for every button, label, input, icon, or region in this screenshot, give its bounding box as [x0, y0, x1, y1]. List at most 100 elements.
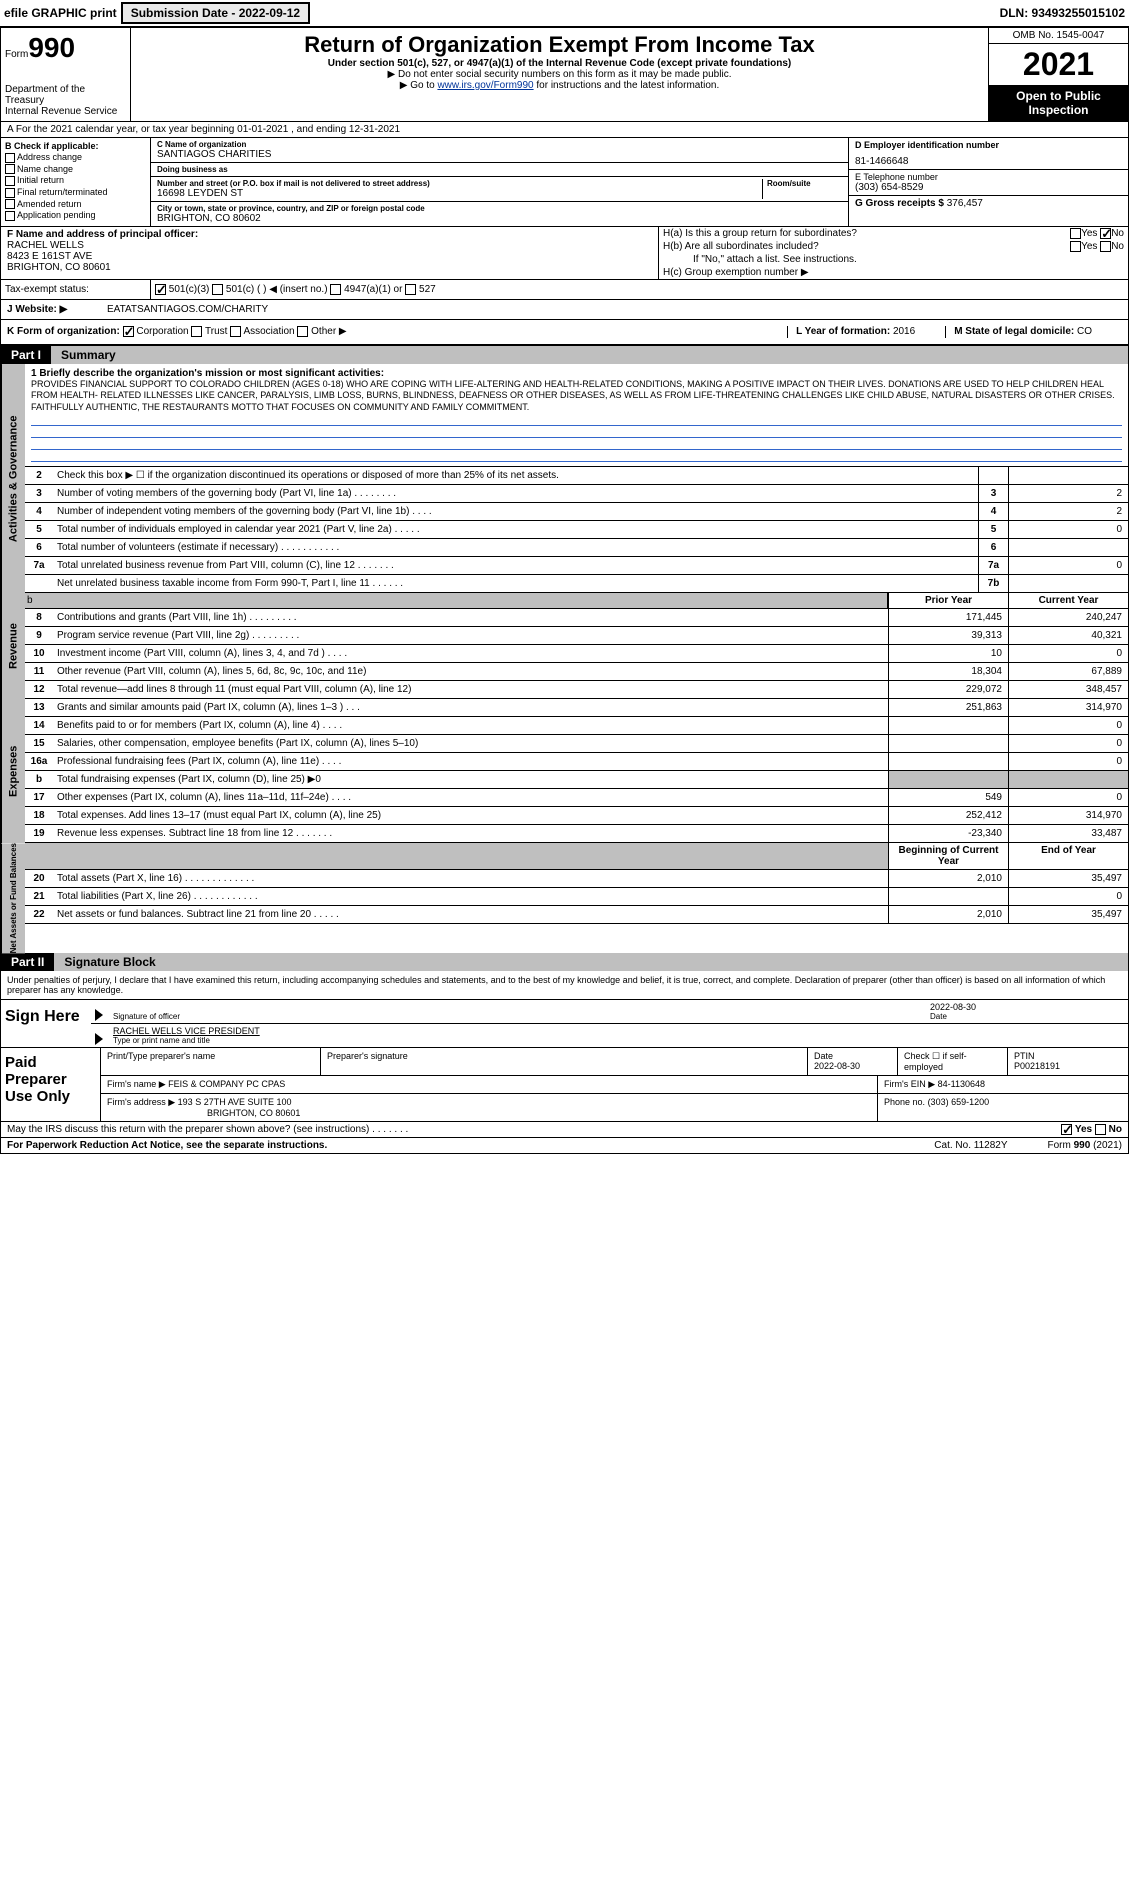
- table-row: bTotal fundraising expenses (Part IX, co…: [25, 771, 1128, 789]
- submission-date-btn[interactable]: Submission Date - 2022-09-12: [121, 2, 310, 24]
- table-row: 5Total number of individuals employed in…: [25, 521, 1128, 539]
- prior-year-hdr: Prior Year: [888, 593, 1008, 608]
- org-name: SANTIAGOS CHARITIES: [157, 149, 842, 160]
- ha-yesno: Yes No: [1070, 228, 1124, 239]
- chk-501c[interactable]: [212, 284, 223, 295]
- website-value: EATATSANTIAGOS.COM/CHARITY: [107, 304, 268, 315]
- mission-text: PROVIDES FINANCIAL SUPPORT TO COLORADO C…: [31, 379, 1122, 414]
- table-row: 4Number of independent voting members of…: [25, 503, 1128, 521]
- table-row: 11Other revenue (Part VIII, column (A), …: [25, 663, 1128, 681]
- row-b-c-d: B Check if applicable: Address change Na…: [1, 138, 1128, 227]
- mission-label: 1 Briefly describe the organization's mi…: [31, 368, 1122, 379]
- row-j-website: J Website: ▶ EATATSANTIAGOS.COM/CHARITY: [1, 300, 1128, 320]
- firm-name-lbl: Firm's name ▶: [107, 1079, 166, 1089]
- irs-label: Internal Revenue Service: [5, 106, 126, 117]
- chk-app-pending[interactable]: Application pending: [5, 210, 146, 221]
- hb-no[interactable]: [1100, 241, 1111, 252]
- officer-label: F Name and address of principal officer:: [7, 229, 652, 240]
- part2-title: Signature Block: [54, 953, 1128, 971]
- self-emp-chk[interactable]: Check ☐ if self-employed: [898, 1048, 1008, 1075]
- chk-corp[interactable]: [123, 326, 134, 337]
- firm-addr-lbl: Firm's address ▶: [107, 1097, 175, 1107]
- netassets-section: Net Assets or Fund Balances Beginning of…: [1, 843, 1128, 953]
- discuss-question: May the IRS discuss this return with the…: [7, 1124, 408, 1135]
- chk-assoc[interactable]: [230, 326, 241, 337]
- table-row: 21Total liabilities (Part X, line 26) . …: [25, 888, 1128, 906]
- table-row: 17Other expenses (Part IX, column (A), l…: [25, 789, 1128, 807]
- footer-row: For Paperwork Reduction Act Notice, see …: [1, 1138, 1128, 1153]
- ssn-note: ▶ Do not enter social security numbers o…: [135, 69, 984, 80]
- firm-phone-lbl: Phone no.: [884, 1097, 925, 1107]
- table-row: 10Investment income (Part VIII, column (…: [25, 645, 1128, 663]
- ein-value: 81-1466648: [855, 156, 1122, 167]
- chk-501c3[interactable]: [155, 284, 166, 295]
- governance-section: Activities & Governance 1 Briefly descri…: [1, 364, 1128, 593]
- table-row: 13Grants and similar amounts paid (Part …: [25, 699, 1128, 717]
- end-year-hdr: End of Year: [1008, 843, 1128, 869]
- chk-trust[interactable]: [191, 326, 202, 337]
- goto-pre: ▶ Go to: [400, 80, 438, 91]
- ha-yes[interactable]: [1070, 228, 1081, 239]
- part1-header: Part I Summary: [1, 346, 1128, 364]
- irs-link[interactable]: www.irs.gov/Form990: [437, 80, 533, 91]
- ptin-hdr: PTIN: [1014, 1051, 1122, 1061]
- discuss-no[interactable]: [1095, 1124, 1106, 1135]
- table-row: 20Total assets (Part X, line 16) . . . .…: [25, 870, 1128, 888]
- chk-address-change[interactable]: Address change: [5, 152, 146, 163]
- arrow-icon: [95, 1009, 103, 1021]
- row-f-h: F Name and address of principal officer:…: [1, 227, 1128, 280]
- l-formation: L Year of formation: 2016: [787, 326, 915, 337]
- dln-label: DLN: 93493255015102: [1000, 6, 1125, 20]
- form-title: Return of Organization Exempt From Incom…: [135, 32, 984, 58]
- gross-value: 376,457: [947, 198, 983, 209]
- chk-other[interactable]: [297, 326, 308, 337]
- chk-name-change[interactable]: Name change: [5, 164, 146, 175]
- part1-num: Part I: [1, 346, 51, 364]
- hb-note: If "No," attach a list. See instructions…: [663, 254, 1124, 265]
- ha-label: H(a) Is this a group return for subordin…: [663, 228, 1070, 239]
- chk-527[interactable]: [405, 284, 416, 295]
- expenses-section: Expenses 13Grants and similar amounts pa…: [1, 699, 1128, 843]
- chk-amended[interactable]: Amended return: [5, 199, 146, 210]
- pra-notice: For Paperwork Reduction Act Notice, see …: [7, 1140, 327, 1151]
- table-row: 7aTotal unrelated business revenue from …: [25, 557, 1128, 575]
- goto-post: for instructions and the latest informat…: [534, 80, 720, 91]
- table-row: 3Number of voting members of the governi…: [25, 485, 1128, 503]
- col-d-e-g: D Employer identification number 81-1466…: [848, 138, 1128, 226]
- efile-label: efile GRAPHIC print: [4, 6, 117, 20]
- hb-yes[interactable]: [1070, 241, 1081, 252]
- chk-initial-return[interactable]: Initial return: [5, 175, 146, 186]
- begin-year-hdr: Beginning of Current Year: [888, 843, 1008, 869]
- col-f-officer: F Name and address of principal officer:…: [1, 227, 658, 279]
- ein-label: D Employer identification number: [855, 140, 1122, 150]
- tel-value: (303) 654-8529: [855, 182, 1122, 193]
- col-b-checkboxes: B Check if applicable: Address change Na…: [1, 138, 151, 226]
- firm-ein-lbl: Firm's EIN ▶: [884, 1079, 935, 1089]
- table-row: 16aProfessional fundraising fees (Part I…: [25, 753, 1128, 771]
- current-year-hdr: Current Year: [1008, 593, 1128, 608]
- table-row: 15Salaries, other compensation, employee…: [25, 735, 1128, 753]
- tax-year: 2021: [989, 44, 1128, 85]
- tel-label: E Telephone number: [855, 172, 1122, 182]
- cat-no: Cat. No. 11282Y: [934, 1140, 1007, 1151]
- chk-4947[interactable]: [330, 284, 341, 295]
- officer-name: RACHEL WELLS: [7, 240, 652, 251]
- part1-title: Summary: [51, 346, 1128, 364]
- ha-no[interactable]: [1100, 228, 1111, 239]
- rule-line: [31, 414, 1122, 426]
- table-row: 22Net assets or fund balances. Subtract …: [25, 906, 1128, 924]
- sig-date-label: Date: [930, 1012, 1118, 1021]
- table-row: 18Total expenses. Add lines 13–17 (must …: [25, 807, 1128, 825]
- form-header-row: Form990 Department of the Treasury Inter…: [1, 28, 1128, 122]
- firm-ein: 84-1130648: [938, 1079, 985, 1089]
- sig-officer-label: Signature of officer: [113, 1012, 918, 1021]
- chk-final-return[interactable]: Final return/terminated: [5, 187, 146, 198]
- addr-label: Number and street (or P.O. box if mail i…: [157, 179, 762, 188]
- mission-block: 1 Briefly describe the organization's mi…: [25, 364, 1128, 467]
- table-row: 2Check this box ▶ ☐ if the organization …: [25, 467, 1128, 485]
- rule-line: [31, 426, 1122, 438]
- m-domicile: M State of legal domicile: CO: [945, 326, 1092, 337]
- col-h-group: H(a) Is this a group return for subordin…: [658, 227, 1128, 279]
- discuss-yes[interactable]: [1061, 1124, 1072, 1135]
- perjury-statement: Under penalties of perjury, I declare th…: [1, 971, 1128, 1000]
